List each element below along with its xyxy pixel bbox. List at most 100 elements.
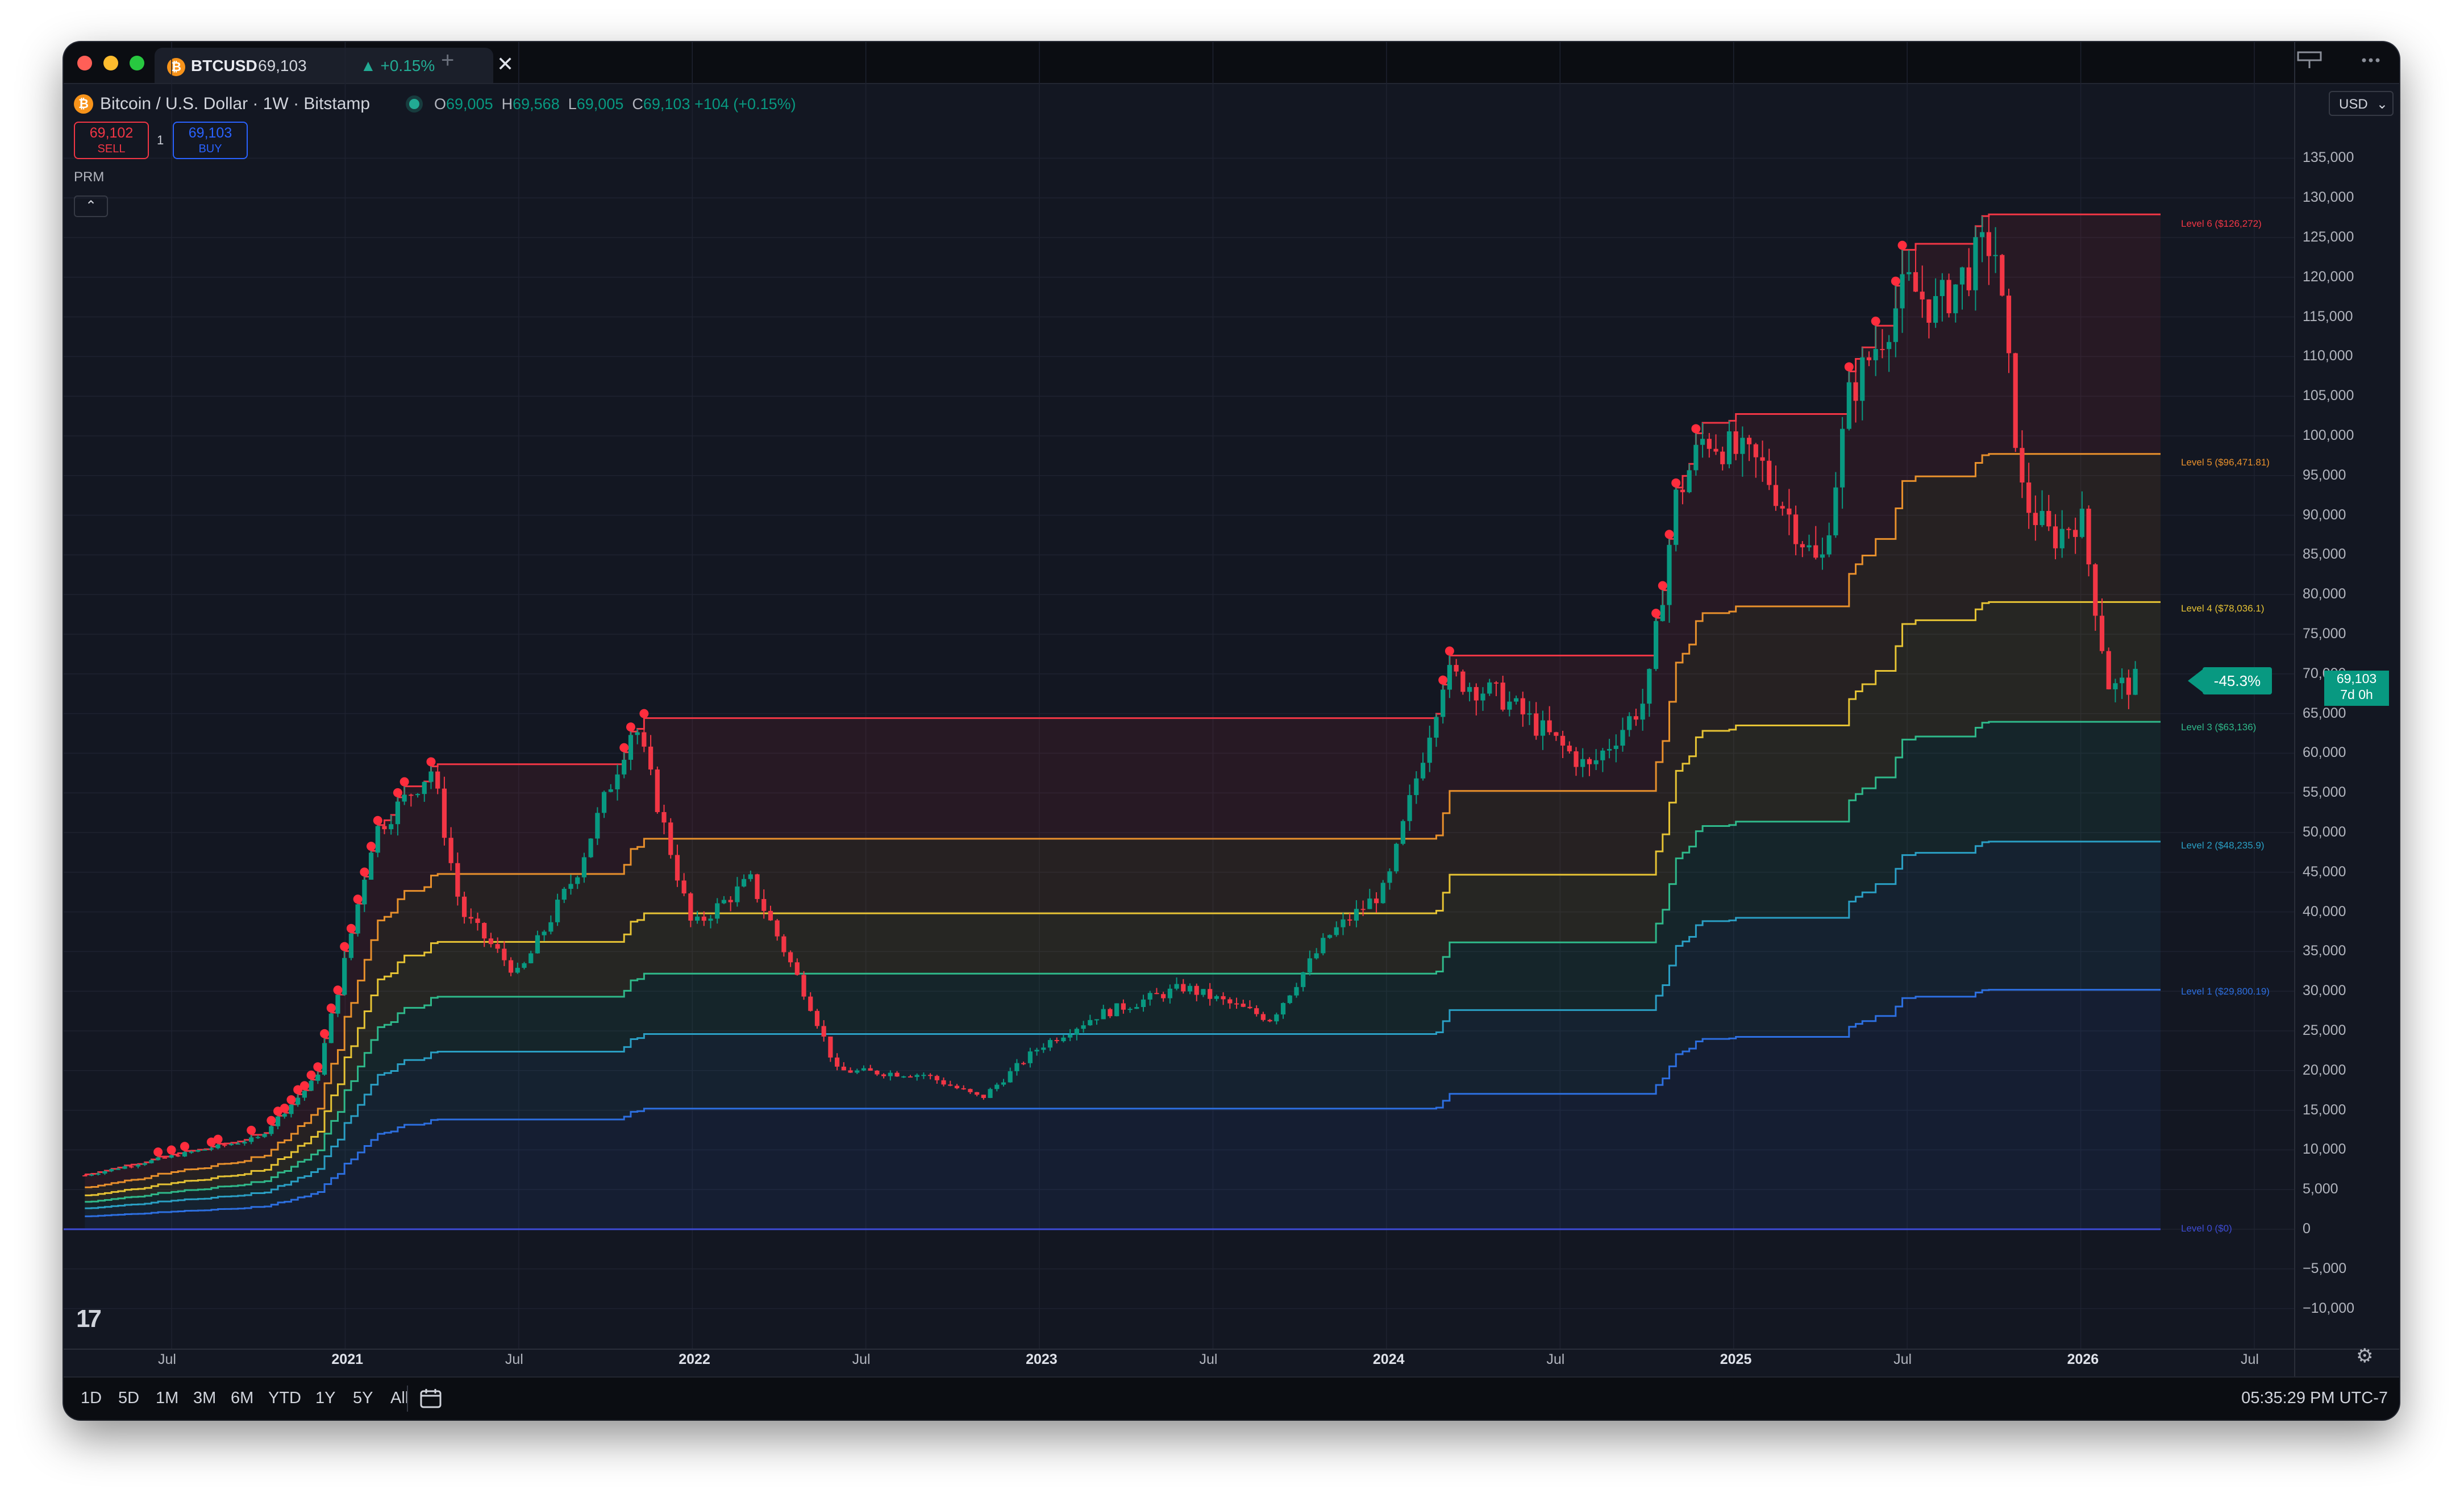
candle bbox=[1254, 1005, 1259, 1017]
calendar-icon[interactable] bbox=[419, 1388, 442, 1415]
candle-body bbox=[988, 1089, 993, 1098]
candle-body bbox=[1567, 745, 1572, 752]
candle bbox=[1274, 1012, 1279, 1025]
candle-body bbox=[542, 931, 547, 935]
candle-body bbox=[595, 813, 600, 839]
collapse-indicator-button[interactable]: ⌃ bbox=[74, 195, 108, 217]
candle bbox=[1780, 501, 1785, 516]
close-key: C bbox=[632, 95, 643, 113]
candle-body bbox=[1420, 763, 1426, 779]
candle bbox=[941, 1078, 946, 1087]
indicator-name[interactable]: PRM bbox=[74, 169, 105, 185]
candle bbox=[1753, 443, 1758, 478]
candle-body bbox=[1280, 1002, 1286, 1015]
candle-body bbox=[162, 1157, 167, 1159]
candle-body bbox=[1134, 1007, 1139, 1009]
candle bbox=[1280, 1002, 1286, 1019]
candle bbox=[1341, 913, 1346, 935]
more-icon[interactable] bbox=[2359, 50, 2382, 74]
close-window-button[interactable] bbox=[77, 56, 92, 70]
candle-body bbox=[255, 1137, 260, 1138]
minimize-window-button[interactable] bbox=[103, 56, 118, 70]
new-tab-button[interactable]: + bbox=[441, 48, 455, 73]
candle bbox=[2033, 495, 2038, 541]
candle bbox=[841, 1062, 846, 1071]
candle bbox=[988, 1087, 993, 1099]
candle bbox=[721, 896, 727, 904]
candle-body bbox=[402, 794, 407, 802]
candle bbox=[1181, 979, 1186, 994]
candle bbox=[1986, 214, 1991, 285]
candle bbox=[2113, 679, 2118, 702]
sell-button[interactable]: 69,102 SELL bbox=[74, 122, 149, 159]
candle-body bbox=[1726, 431, 1732, 464]
candle-body bbox=[502, 948, 507, 960]
candle bbox=[422, 781, 427, 802]
candle bbox=[1387, 868, 1392, 890]
ath-marker bbox=[426, 757, 436, 767]
candle-body bbox=[1866, 357, 1872, 360]
candle bbox=[2013, 352, 2018, 452]
range-button-1m[interactable]: 1M bbox=[156, 1389, 179, 1407]
tradingview-logo[interactable]: 17 bbox=[76, 1305, 102, 1333]
candle bbox=[342, 951, 347, 996]
symbol-title[interactable]: Bitcoin / U.S. Dollar · 1W · Bitstamp bbox=[100, 94, 371, 113]
candle-body bbox=[1061, 1037, 1066, 1042]
currency-select[interactable]: USD ⌄ bbox=[2329, 91, 2394, 116]
price-tick-label: 85,000 bbox=[2303, 546, 2346, 563]
candle bbox=[1946, 273, 1951, 318]
range-button-3m[interactable]: 3M bbox=[193, 1389, 217, 1407]
range-button-all[interactable]: All bbox=[390, 1389, 409, 1407]
order-quantity[interactable]: 1 bbox=[157, 133, 164, 147]
candle bbox=[1846, 371, 1851, 431]
buy-button[interactable]: 69,103 BUY bbox=[173, 122, 248, 159]
time-tick-label: Jul bbox=[158, 1351, 176, 1367]
candle bbox=[402, 786, 407, 805]
range-button-5d[interactable]: 5D bbox=[118, 1389, 140, 1407]
candle-body bbox=[1400, 821, 1406, 844]
candle bbox=[169, 1154, 174, 1159]
candle bbox=[581, 852, 587, 883]
candle-body bbox=[661, 812, 667, 823]
candle-body bbox=[728, 900, 733, 902]
close-tab-icon[interactable]: ✕ bbox=[497, 52, 514, 76]
candle bbox=[1441, 684, 1446, 724]
range-button-5y[interactable]: 5Y bbox=[353, 1389, 373, 1407]
ath-marker bbox=[340, 942, 349, 951]
market-status-icon[interactable] bbox=[409, 99, 419, 109]
range-button-1y[interactable]: 1Y bbox=[315, 1389, 336, 1407]
candle bbox=[1660, 590, 1665, 622]
candle-body bbox=[742, 879, 747, 887]
range-button-6m[interactable]: 6M bbox=[231, 1389, 254, 1407]
session-clock[interactable]: 05:35:29 PM UTC-7 bbox=[2241, 1389, 2388, 1407]
candle bbox=[1081, 1021, 1086, 1033]
tab-btcusd[interactable]: ₿ BTCUSD 69,103 ▲ +0.15% ✕ bbox=[155, 48, 514, 83]
range-button-ytd[interactable]: YTD bbox=[268, 1389, 301, 1407]
range-button-1d[interactable]: 1D bbox=[81, 1389, 102, 1407]
candle-body bbox=[149, 1160, 154, 1163]
candle bbox=[1027, 1047, 1033, 1068]
candle-body bbox=[322, 1043, 327, 1075]
level-label: Level 1 ($29,800.19) bbox=[2181, 986, 2270, 997]
candle-body bbox=[1314, 953, 1319, 959]
table-icon[interactable] bbox=[2297, 50, 2322, 74]
candle bbox=[1294, 983, 1299, 998]
candle-body bbox=[89, 1174, 94, 1176]
candle bbox=[2079, 491, 2084, 539]
candle bbox=[1700, 422, 1705, 458]
buy-label: BUY bbox=[198, 143, 222, 155]
candle bbox=[1593, 749, 1599, 770]
zoom-window-button[interactable] bbox=[130, 56, 144, 70]
candle bbox=[888, 1070, 893, 1081]
candle bbox=[1008, 1067, 1013, 1083]
candle-body bbox=[522, 963, 527, 968]
candle-body bbox=[1260, 1014, 1266, 1020]
gear-icon[interactable]: ⚙ bbox=[2356, 1345, 2374, 1367]
price-chart[interactable] bbox=[64, 42, 2399, 1376]
candle bbox=[1760, 440, 1765, 482]
candle-body bbox=[841, 1066, 846, 1071]
candle bbox=[561, 887, 567, 904]
candle bbox=[768, 905, 773, 921]
candle bbox=[1953, 284, 1958, 323]
candle bbox=[555, 893, 560, 926]
